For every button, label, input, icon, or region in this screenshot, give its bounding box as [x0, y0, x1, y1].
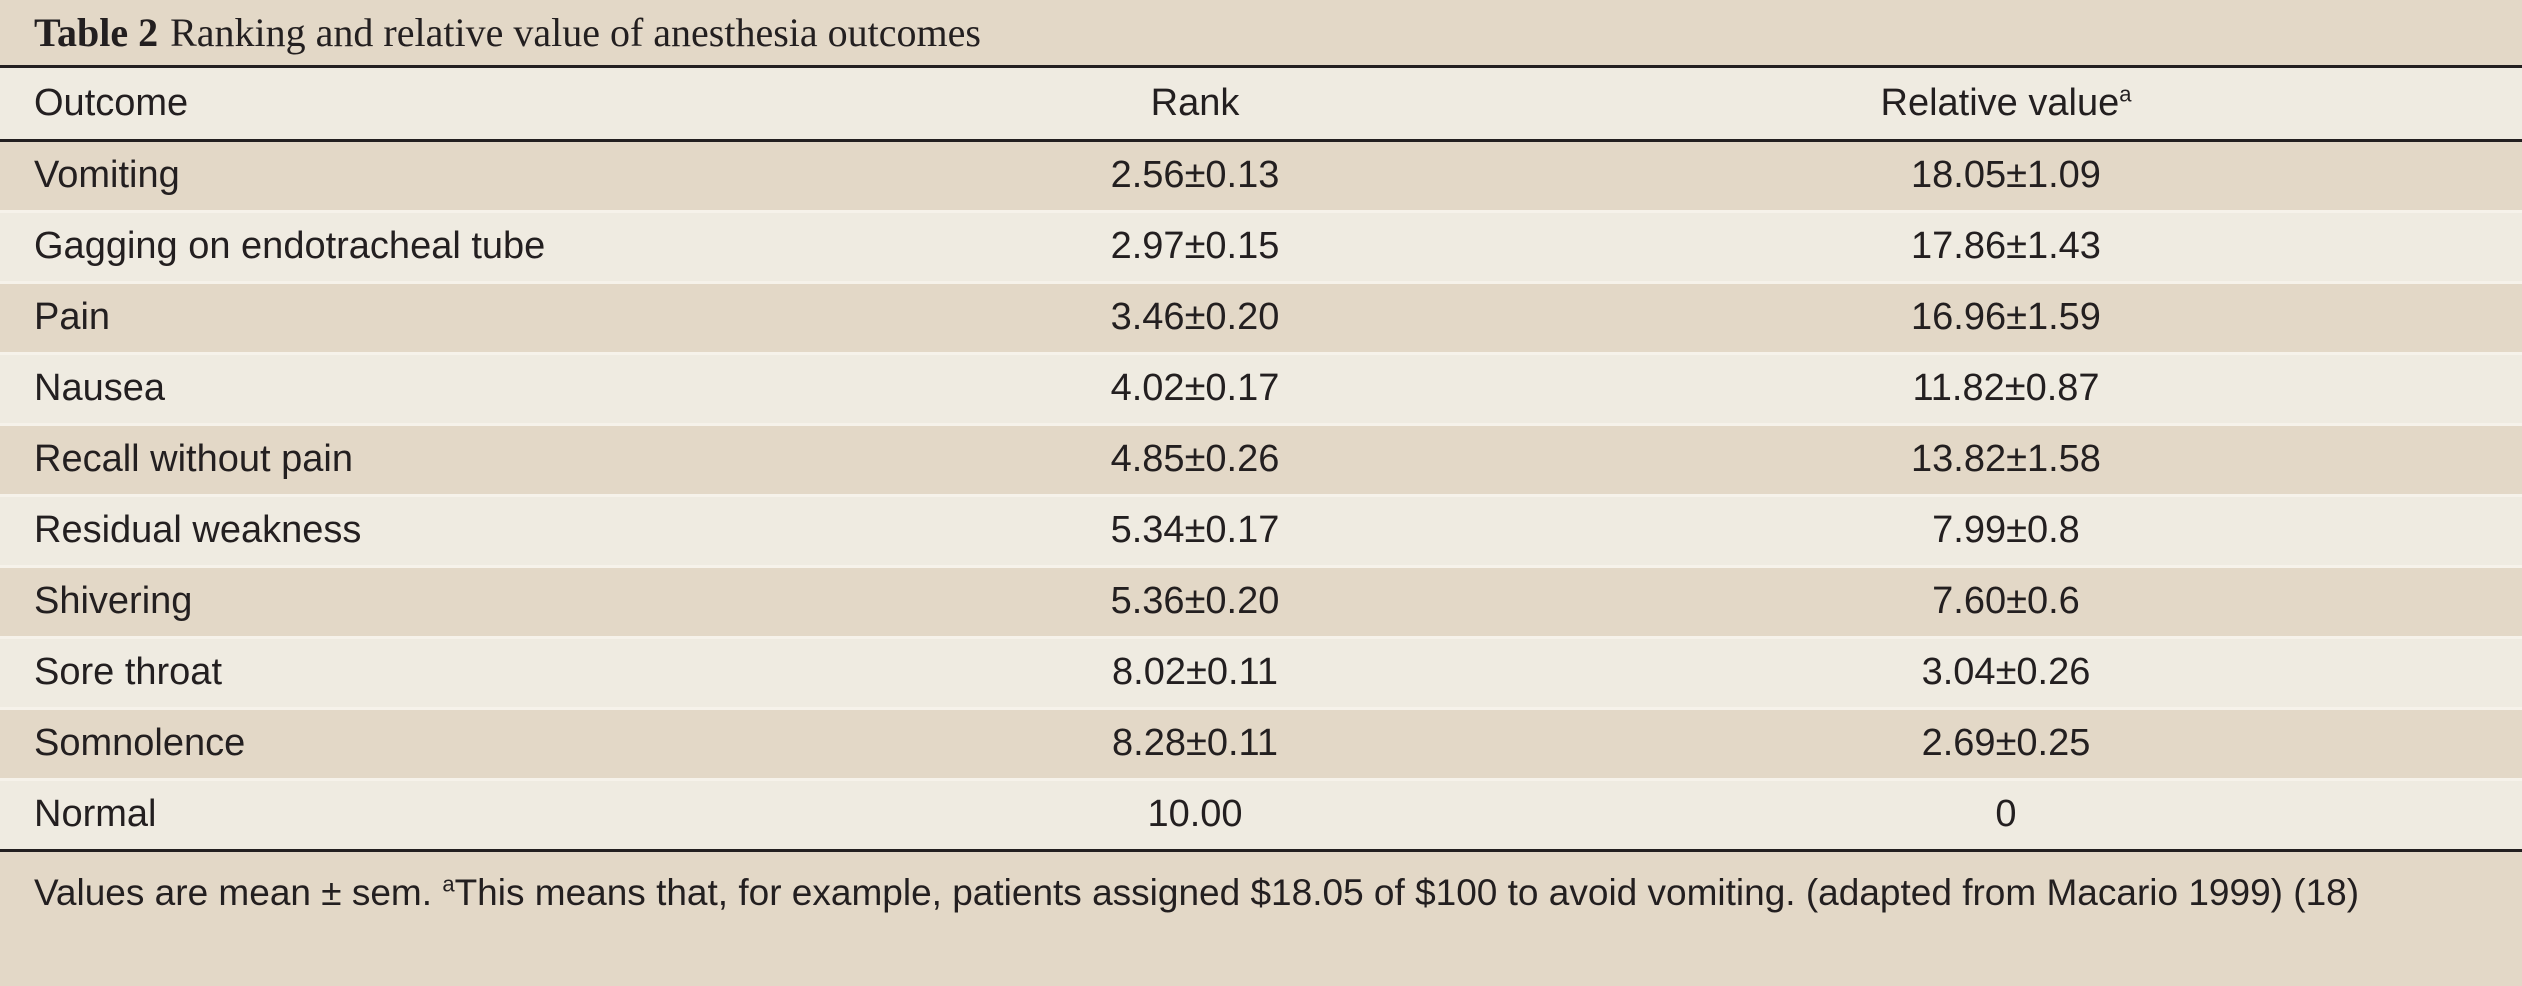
cell-relative-value: 13.82±1.58: [1490, 422, 2522, 495]
outcomes-table: Outcome Rank Relative valuea Vomiting 2.5…: [0, 68, 2522, 852]
table-row: Sore throat 8.02±0.11 3.04±0.26: [0, 635, 2522, 708]
table-row: Shivering 5.36±0.20 7.60±0.6: [0, 564, 2522, 637]
header-rank: Rank: [900, 68, 1490, 142]
cell-rank: 8.28±0.11: [900, 706, 1490, 779]
cell-relative-value: 2.69±0.25: [1490, 706, 2522, 779]
table-row: Gagging on endotracheal tube 2.97±0.15 17.…: [0, 209, 2522, 282]
cell-outcome: Residual weakness: [0, 493, 900, 566]
cell-rank: 2.97±0.15: [900, 209, 1490, 282]
table-caption-label: Table 2: [34, 10, 159, 55]
cell-rank: 3.46±0.20: [900, 280, 1490, 353]
table-caption-text: Ranking and relative value of anesthesia…: [170, 10, 981, 55]
cell-outcome: Gagging on endotracheal tube: [0, 209, 900, 282]
table-row: Residual weakness 5.34±0.17 7.99±0.8: [0, 493, 2522, 566]
table-caption: Table 2 Ranking and relative value of an…: [0, 0, 2522, 68]
cell-outcome: Somnolence: [0, 706, 900, 779]
table-row: Recall without pain 4.85±0.26 13.82±1.58: [0, 422, 2522, 495]
cell-outcome: Pain: [0, 280, 900, 353]
cell-outcome: Vomiting: [34, 154, 180, 196]
cell-outcome: Nausea: [0, 351, 900, 424]
cell-relative-value: 18.05±1.09: [1911, 154, 2101, 196]
table-header-row: Outcome Rank Relative valuea: [0, 68, 2522, 142]
cell-outcome: Normal: [0, 777, 900, 852]
cell-rank: 8.02±0.11: [900, 635, 1490, 708]
table-row: Somnolence 8.28±0.11 2.69±0.25: [0, 706, 2522, 779]
cell-rank: 10.00: [900, 777, 1490, 852]
footnote-marker: a: [442, 871, 455, 897]
table-row: Normal 10.00 0: [0, 777, 2522, 852]
table-row: Nausea 4.02±0.17 11.82±0.87: [0, 351, 2522, 424]
cell-relative-value: 7.99±0.8: [1490, 493, 2522, 566]
header-relative-value: Relative valuea: [1490, 68, 2522, 142]
footnote-text: This means that, for example, patients a…: [454, 871, 2360, 913]
table-footnote: Values are mean ± sem. aThis means that,…: [0, 852, 2522, 922]
cell-rank: 5.34±0.17: [900, 493, 1490, 566]
footnote-prefix: Values are mean ± sem.: [34, 871, 443, 913]
cell-relative-value: 16.96±1.59: [1490, 280, 2522, 353]
cell-rank: 4.85±0.26: [900, 422, 1490, 495]
cell-relative-value: 11.82±0.87: [1490, 351, 2522, 424]
cell-relative-value: 0: [1490, 777, 2522, 852]
cell-outcome: Shivering: [0, 564, 900, 637]
cell-outcome: Recall without pain: [0, 422, 900, 495]
cell-relative-value: 3.04±0.26: [1490, 635, 2522, 708]
cell-rank: 2.56±0.13: [1110, 154, 1280, 196]
cell-relative-value: 7.60±0.6: [1490, 564, 2522, 637]
cell-rank: 4.02±0.17: [900, 351, 1490, 424]
table-body: Vomiting 2.56±0.13 18.05±1.09 Gagging on en…: [0, 140, 2522, 852]
cell-relative-value: 17.86±1.43: [1490, 209, 2522, 282]
header-footnote-marker: a: [2119, 81, 2132, 107]
cell-outcome: Sore throat: [0, 635, 900, 708]
header-outcome: Outcome: [0, 68, 900, 142]
cell-rank: 5.36±0.20: [900, 564, 1490, 637]
table-row: Pain 3.46±0.20 16.96±1.59: [0, 280, 2522, 353]
table-row: Vomiting 2.56±0.13 18.05±1.09: [0, 140, 2522, 211]
header-relative-value-label: Relative value: [1880, 81, 2120, 124]
